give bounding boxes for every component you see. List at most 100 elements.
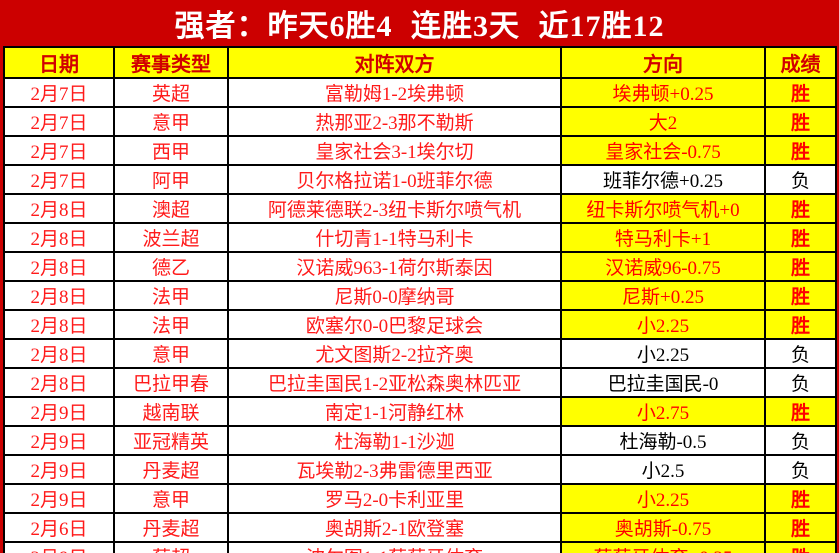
result-cell: 胜: [764, 222, 837, 253]
league-cell: 意甲: [113, 338, 229, 369]
date-cell: 2月9日: [3, 454, 115, 485]
match-cell: 汉诺威963-1荷尔斯泰因: [227, 251, 562, 282]
date-cell: 2月9日: [3, 396, 115, 427]
date-cell: 2月9日: [3, 541, 115, 553]
date-cell: 2月8日: [3, 222, 115, 253]
match-cell: 尤文图斯2-2拉齐奥: [227, 338, 562, 369]
table-row: 2月8日 法甲 欧塞尔0-0巴黎足球会 小2.25 胜: [3, 309, 837, 340]
league-cell: 巴拉甲春: [113, 367, 229, 398]
league-cell: 丹麦超: [113, 454, 229, 485]
result-cell: 胜: [764, 135, 837, 166]
result-cell: 胜: [764, 309, 837, 340]
direction-cell: 汉诺威96-0.75: [560, 251, 766, 282]
direction-cell: 小2.25: [560, 309, 766, 340]
league-cell: 丹麦超: [113, 512, 229, 543]
header-league: 赛事类型: [113, 46, 229, 79]
direction-cell: 班菲尔德+0.25: [560, 164, 766, 195]
date-cell: 2月7日: [3, 135, 115, 166]
match-cell: 杜海勒1-1沙迦: [227, 425, 562, 456]
league-cell: 英超: [113, 77, 229, 108]
table-row: 2月7日 阿甲 贝尔格拉诺1-0班菲尔德 班菲尔德+0.25 负: [3, 164, 837, 195]
date-cell: 2月8日: [3, 309, 115, 340]
date-cell: 2月8日: [3, 338, 115, 369]
match-cell: 奥胡斯2-1欧登塞: [227, 512, 562, 543]
result-cell: 胜: [764, 106, 837, 137]
result-cell: 胜: [764, 77, 837, 108]
match-cell: 波尔图1-1葡萄牙体育: [227, 541, 562, 553]
league-cell: 澳超: [113, 193, 229, 224]
table-row: 2月9日 越南联 南定1-1河静红林 小2.75 胜: [3, 396, 837, 427]
direction-cell: 埃弗顿+0.25: [560, 77, 766, 108]
table-row: 2月8日 波兰超 什切青1-1特马利卡 特马利卡+1 胜: [3, 222, 837, 253]
result-cell: 负: [764, 454, 837, 485]
league-cell: 德乙: [113, 251, 229, 282]
title-bar: 强者：昨天6胜4 连胜3天 近17胜12: [0, 0, 839, 46]
table-row: 2月9日 葡超 波尔图1-1葡萄牙体育 葡萄牙体育+0.25 胜: [3, 541, 837, 553]
header-row: 日期 赛事类型 对阵双方 方向 成绩: [3, 46, 837, 79]
date-cell: 2月8日: [3, 251, 115, 282]
match-cell: 瓦埃勒2-3弗雷德里西亚: [227, 454, 562, 485]
league-cell: 意甲: [113, 483, 229, 514]
league-cell: 波兰超: [113, 222, 229, 253]
table-row: 2月9日 意甲 罗马2-0卡利亚里 小2.25 胜: [3, 483, 837, 514]
league-cell: 意甲: [113, 106, 229, 137]
match-cell: 罗马2-0卡利亚里: [227, 483, 562, 514]
header-result: 成绩: [764, 46, 837, 79]
league-cell: 法甲: [113, 280, 229, 311]
date-cell: 2月8日: [3, 193, 115, 224]
date-cell: 2月8日: [3, 280, 115, 311]
results-body: 2月7日 英超 富勒姆1-2埃弗顿 埃弗顿+0.25 胜 2月7日 意甲 热那亚…: [3, 77, 837, 553]
match-cell: 皇家社会3-1埃尔切: [227, 135, 562, 166]
direction-cell: 尼斯+0.25: [560, 280, 766, 311]
date-cell: 2月9日: [3, 483, 115, 514]
result-cell: 负: [764, 164, 837, 195]
table-row: 2月8日 法甲 尼斯0-0摩纳哥 尼斯+0.25 胜: [3, 280, 837, 311]
direction-cell: 大2: [560, 106, 766, 137]
league-cell: 阿甲: [113, 164, 229, 195]
match-cell: 巴拉圭国民1-2亚松森奥林匹亚: [227, 367, 562, 398]
table-row: 2月8日 巴拉甲春 巴拉圭国民1-2亚松森奥林匹亚 巴拉圭国民-0 负: [3, 367, 837, 398]
result-cell: 胜: [764, 541, 837, 553]
table-row: 2月9日 亚冠精英 杜海勒1-1沙迦 杜海勒-0.5 负: [3, 425, 837, 456]
match-cell: 阿德莱德联2-3纽卡斯尔喷气机: [227, 193, 562, 224]
league-cell: 葡超: [113, 541, 229, 553]
result-cell: 胜: [764, 280, 837, 311]
header-date: 日期: [3, 46, 115, 79]
date-cell: 2月9日: [3, 425, 115, 456]
table-row: 2月9日 丹麦超 瓦埃勒2-3弗雷德里西亚 小2.5 负: [3, 454, 837, 485]
match-cell: 尼斯0-0摩纳哥: [227, 280, 562, 311]
result-cell: 负: [764, 338, 837, 369]
table-row: 2月8日 德乙 汉诺威963-1荷尔斯泰因 汉诺威96-0.75 胜: [3, 251, 837, 282]
direction-cell: 特马利卡+1: [560, 222, 766, 253]
direction-cell: 葡萄牙体育+0.25: [560, 541, 766, 553]
result-cell: 负: [764, 367, 837, 398]
match-cell: 富勒姆1-2埃弗顿: [227, 77, 562, 108]
direction-cell: 小2.75: [560, 396, 766, 427]
result-cell: 胜: [764, 251, 837, 282]
result-cell: 胜: [764, 483, 837, 514]
header-match: 对阵双方: [227, 46, 562, 79]
league-cell: 越南联: [113, 396, 229, 427]
league-cell: 法甲: [113, 309, 229, 340]
match-cell: 贝尔格拉诺1-0班菲尔德: [227, 164, 562, 195]
date-cell: 2月6日: [3, 512, 115, 543]
table-row: 2月8日 意甲 尤文图斯2-2拉齐奥 小2.25 负: [3, 338, 837, 369]
direction-cell: 纽卡斯尔喷气机+0: [560, 193, 766, 224]
table-row: 2月6日 丹麦超 奥胡斯2-1欧登塞 奥胡斯-0.75 胜: [3, 512, 837, 543]
page-title: 强者：昨天6胜4 连胜3天 近17胜12: [174, 10, 665, 43]
date-cell: 2月8日: [3, 367, 115, 398]
result-cell: 负: [764, 425, 837, 456]
table-row: 2月7日 西甲 皇家社会3-1埃尔切 皇家社会-0.75 胜: [3, 135, 837, 166]
table-row: 2月8日 澳超 阿德莱德联2-3纽卡斯尔喷气机 纽卡斯尔喷气机+0 胜: [3, 193, 837, 224]
result-cell: 胜: [764, 396, 837, 427]
table-row: 2月7日 意甲 热那亚2-3那不勒斯 大2 胜: [3, 106, 837, 137]
match-cell: 什切青1-1特马利卡: [227, 222, 562, 253]
match-cell: 热那亚2-3那不勒斯: [227, 106, 562, 137]
direction-cell: 皇家社会-0.75: [560, 135, 766, 166]
direction-cell: 巴拉圭国民-0: [560, 367, 766, 398]
league-cell: 亚冠精英: [113, 425, 229, 456]
table-row: 2月7日 英超 富勒姆1-2埃弗顿 埃弗顿+0.25 胜: [3, 77, 837, 108]
match-cell: 南定1-1河静红林: [227, 396, 562, 427]
direction-cell: 奥胡斯-0.75: [560, 512, 766, 543]
